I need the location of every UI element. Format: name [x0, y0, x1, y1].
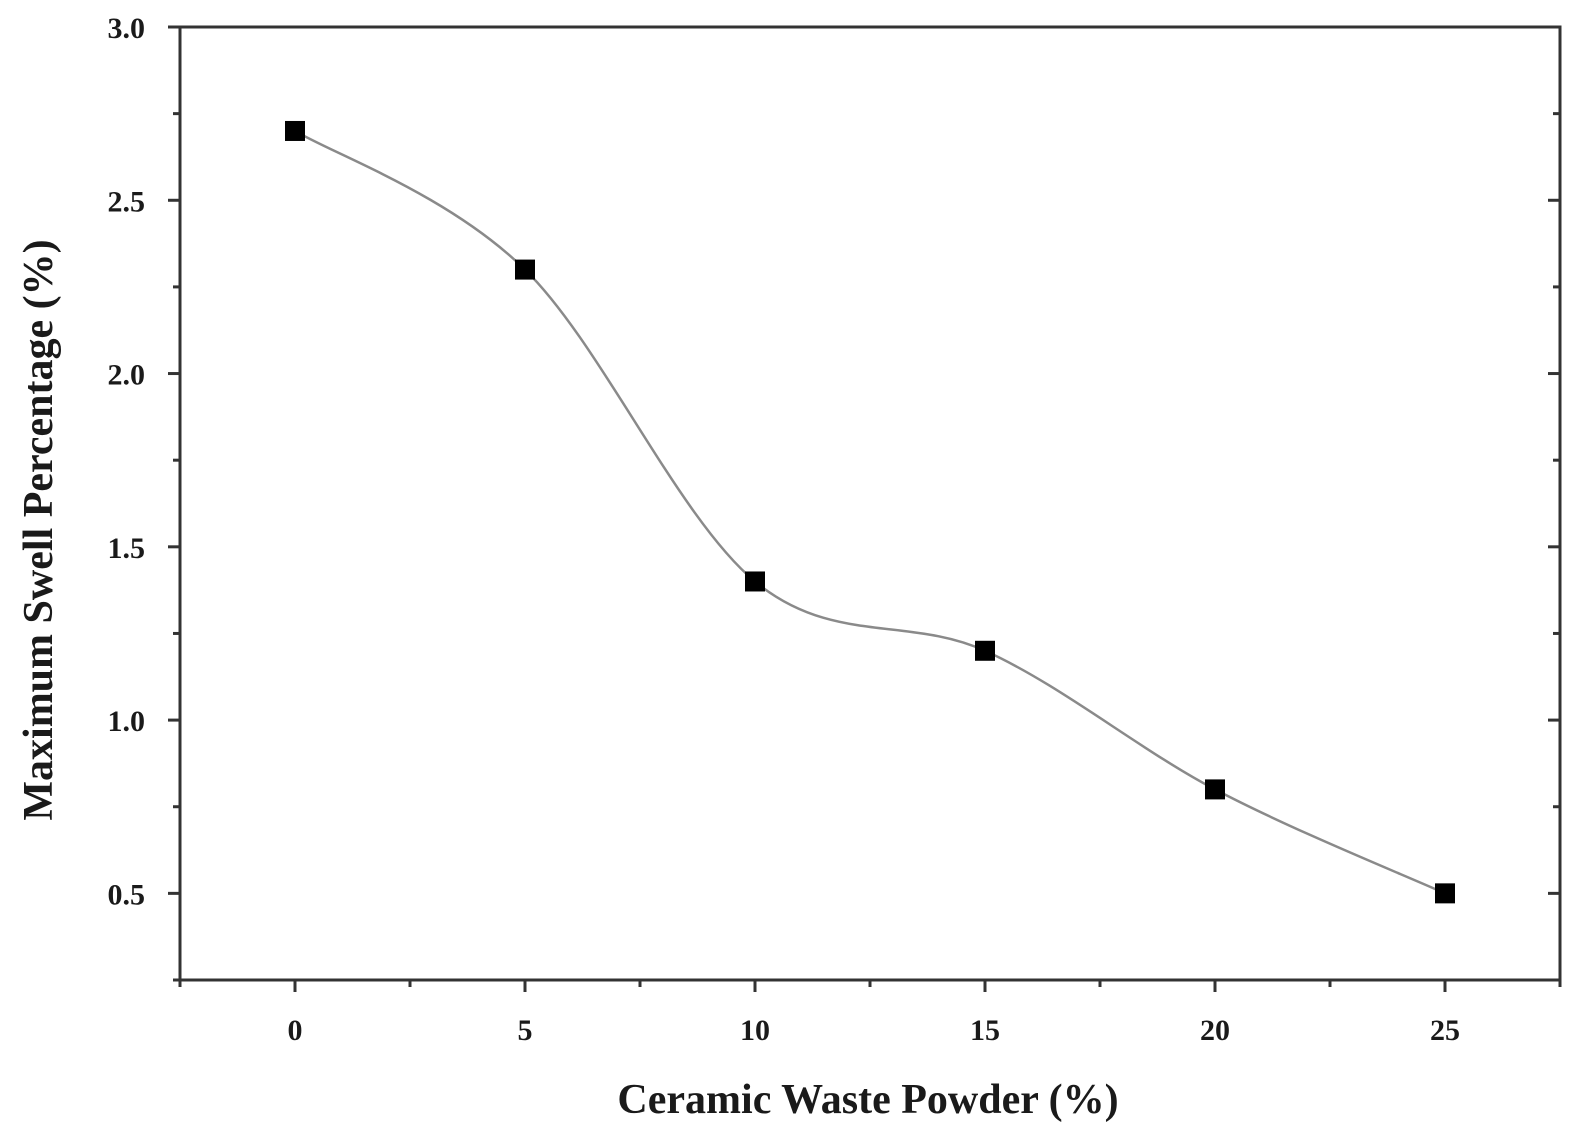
- x-tick-label: 0: [288, 1014, 303, 1047]
- minor-ticks: [173, 112, 1562, 987]
- data-markers: [285, 120, 1455, 904]
- y-axis-title: Maximum Swell Percentage (%): [16, 239, 62, 820]
- y-tick-label: 0.5: [108, 878, 146, 911]
- data-point-marker: [1205, 779, 1225, 800]
- x-tick-label: 25: [1430, 1014, 1460, 1047]
- x-tick-label: 15: [970, 1014, 1000, 1047]
- plot-frame: [178, 25, 1562, 982]
- y-tick-label: 1.0: [108, 705, 146, 738]
- fit-curve: [294, 129, 1446, 895]
- y-tick-label: 1.5: [108, 532, 146, 565]
- x-tick-label: 5: [518, 1014, 533, 1047]
- data-point-marker: [745, 571, 765, 592]
- data-point-marker: [1435, 883, 1455, 904]
- x-axis-title: Ceramic Waste Powder (%): [617, 1077, 1118, 1123]
- major-ticks: [168, 25, 1560, 992]
- x-tick-label: 20: [1200, 1014, 1230, 1047]
- y-tick-labels: 0.5 1.0 1.5 2.0 2.5 3.0: [108, 12, 146, 911]
- data-point-marker: [975, 640, 995, 661]
- y-tick-label: 3.0: [108, 12, 146, 45]
- data-point-marker: [515, 259, 535, 280]
- data-point-marker: [285, 120, 305, 141]
- y-tick-label: 2.0: [108, 359, 146, 392]
- x-tick-label: 10: [740, 1014, 770, 1047]
- x-tick-labels: 0 5 10 15 20 25: [288, 1014, 1461, 1047]
- y-tick-label: 2.5: [108, 185, 146, 218]
